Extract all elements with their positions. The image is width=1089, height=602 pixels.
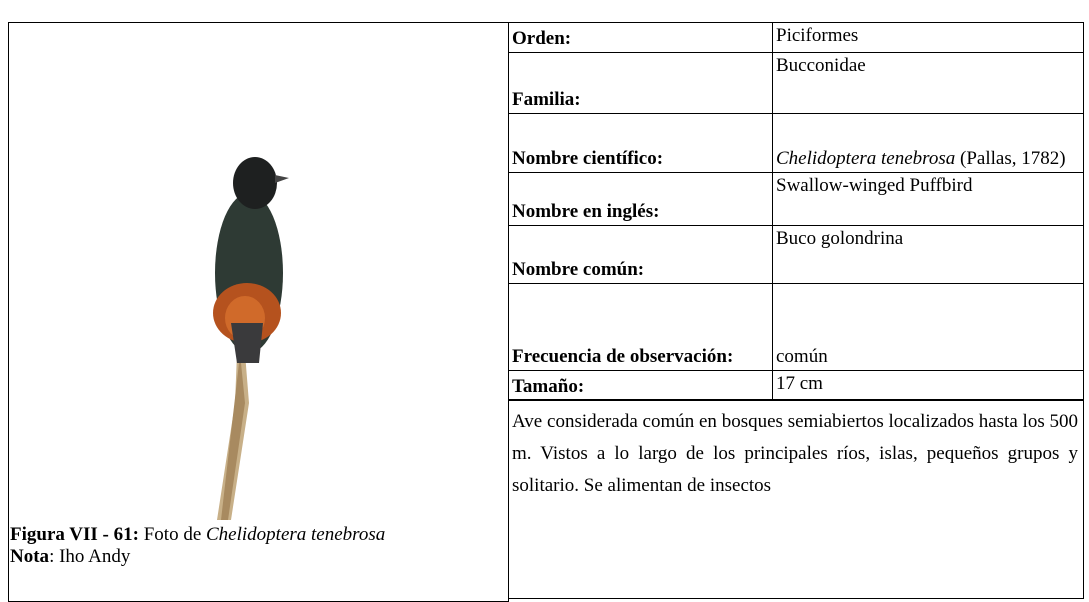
- caption-species: Chelidoptera tenebrosa: [206, 524, 386, 545]
- row-label: Nombre en inglés:: [512, 201, 660, 222]
- row-label: Tamaño:: [512, 376, 585, 397]
- bird-photo: [213, 157, 289, 520]
- caption-text: Foto de: [143, 524, 202, 545]
- page: Figura VII - 61: Foto de Chelidoptera te…: [8, 22, 1084, 602]
- label-cell: Nombre científico:: [508, 113, 773, 173]
- figure-note: Nota: Iho Andy: [10, 546, 130, 568]
- value-cell: Piciformes: [772, 22, 1084, 53]
- label-cell: Tamaño:: [508, 370, 773, 401]
- note-label: Nota: [10, 546, 50, 567]
- row-value: Piciformes: [776, 25, 1076, 47]
- row-value: 17 cm: [776, 373, 1076, 395]
- label-cell: Nombre en inglés:: [508, 172, 773, 226]
- row-label: Familia:: [512, 89, 581, 110]
- label-cell: Frecuencia de observación:: [508, 283, 773, 371]
- row-value-text: Piciformes: [776, 25, 859, 46]
- description-cell: Ave considerada común en bosques semiabi…: [508, 399, 1084, 599]
- row-value-text: (Pallas, 1782): [960, 148, 1066, 169]
- row-label: Orden:: [512, 28, 572, 49]
- value-cell: común: [772, 283, 1084, 371]
- row-label: Frecuencia de observación:: [512, 346, 734, 367]
- caption-label: Figura VII - 61:: [10, 524, 139, 545]
- value-cell: Buco golondrina: [772, 225, 1084, 284]
- row-value-text: Swallow-winged Puffbird: [776, 175, 973, 196]
- label-cell: Nombre común:: [508, 225, 773, 284]
- row-value: Buco golondrina: [776, 228, 1076, 250]
- row-label: Nombre común:: [512, 259, 645, 280]
- row-value-text: Bucconidae: [776, 55, 866, 76]
- row-value: Chelidoptera tenebrosa (Pallas, 1782): [776, 148, 1076, 170]
- label-cell: Familia:: [508, 52, 773, 114]
- value-cell: Swallow-winged Puffbird: [772, 172, 1084, 226]
- photo-cell: Figura VII - 61: Foto de Chelidoptera te…: [8, 22, 509, 602]
- description: Ave considerada común en bosques semiabi…: [512, 411, 1078, 496]
- row-label: Nombre científico:: [512, 148, 664, 169]
- row-value: común: [776, 346, 1076, 368]
- row-value-text: 17 cm: [776, 373, 823, 394]
- label-cell: Orden:: [508, 22, 773, 53]
- row-value: Swallow-winged Puffbird: [776, 175, 1076, 197]
- value-cell: Chelidoptera tenebrosa (Pallas, 1782): [772, 113, 1084, 173]
- row-value: Bucconidae: [776, 55, 1076, 77]
- row-value-text: común: [776, 346, 828, 367]
- note-text: : Iho Andy: [49, 546, 131, 567]
- value-cell: Bucconidae: [772, 52, 1084, 114]
- figure-caption: Figura VII - 61: Foto de Chelidoptera te…: [10, 524, 385, 546]
- row-value-text: Buco golondrina: [776, 228, 904, 249]
- value-cell: 17 cm: [772, 370, 1084, 401]
- row-value-italic: Chelidoptera tenebrosa: [776, 148, 956, 169]
